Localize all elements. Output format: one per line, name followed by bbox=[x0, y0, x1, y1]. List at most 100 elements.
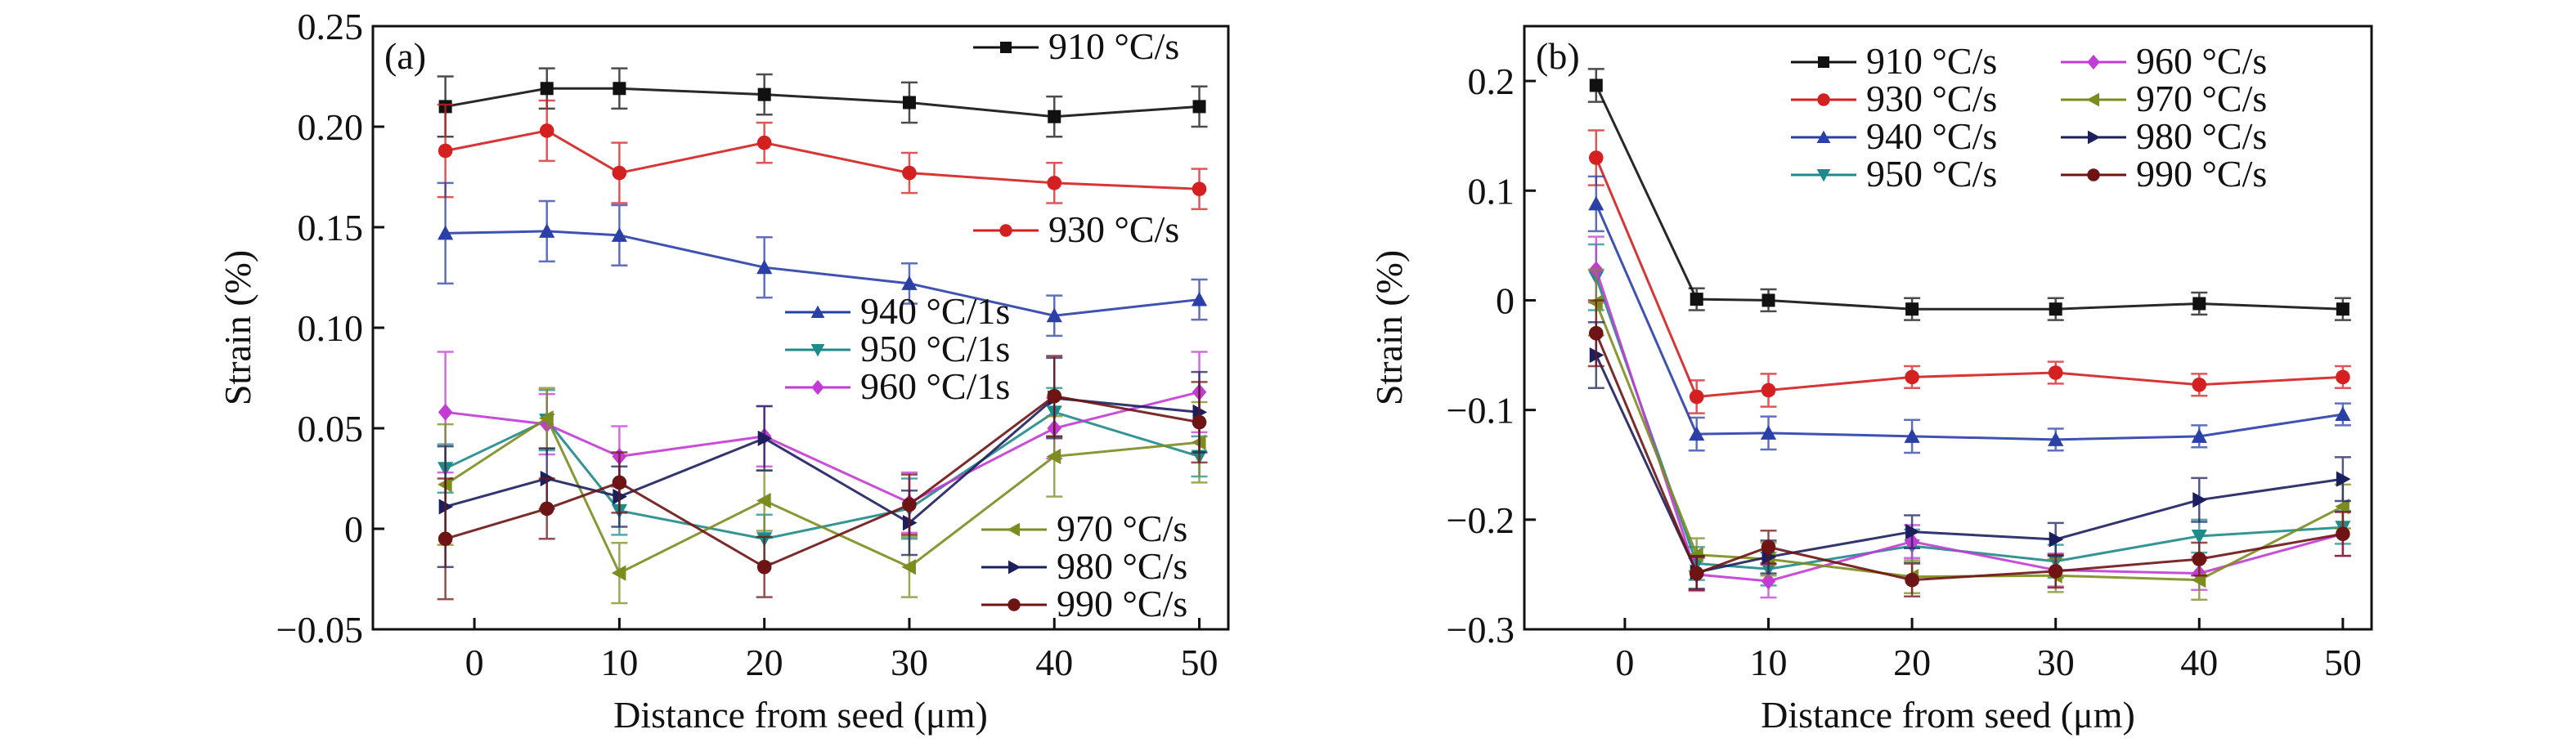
data-point bbox=[2192, 297, 2206, 311]
data-point bbox=[1588, 195, 1604, 211]
legend-marker bbox=[2087, 168, 2100, 181]
data-point bbox=[902, 497, 917, 512]
data-point bbox=[613, 82, 626, 96]
data-point bbox=[2048, 564, 2063, 579]
y-tick-label: 0.10 bbox=[298, 307, 364, 349]
legend-marker bbox=[1008, 560, 1021, 575]
legend-item: 930 °C/s bbox=[1791, 78, 1997, 119]
y-axis-label: Strain (%) bbox=[217, 250, 258, 405]
series-940 bbox=[437, 181, 1208, 338]
x-tick-label: 30 bbox=[891, 642, 928, 683]
data-point bbox=[1690, 293, 1703, 306]
legend-item: 960 °C/1s bbox=[785, 365, 1010, 407]
data-point bbox=[1048, 110, 1061, 123]
data-point bbox=[1046, 307, 1062, 323]
legend-marker bbox=[811, 379, 824, 396]
x-tick-label: 30 bbox=[2037, 642, 2075, 683]
data-point bbox=[1689, 547, 1703, 563]
x-tick-label: 50 bbox=[1181, 642, 1218, 683]
legend-item: 960 °C/s bbox=[2061, 40, 2267, 82]
legend-label: 950 °C/1s bbox=[860, 328, 1010, 369]
data-point bbox=[1588, 150, 1604, 165]
legend-label: 990 °C/s bbox=[1057, 583, 1187, 624]
data-point bbox=[1192, 414, 1207, 430]
y-tick-label: 0.20 bbox=[298, 106, 364, 148]
series-line bbox=[445, 87, 1200, 119]
legend-item: 970 °C/s bbox=[2061, 78, 2267, 119]
y-tick-label: −0.3 bbox=[1447, 609, 1515, 651]
legend-marker bbox=[810, 344, 825, 357]
data-point bbox=[438, 531, 453, 547]
data-point bbox=[1761, 293, 1775, 307]
data-point bbox=[1905, 523, 1920, 540]
data-point bbox=[540, 82, 554, 96]
data-point bbox=[1047, 176, 1062, 190]
data-point bbox=[1191, 291, 1208, 306]
legend-label: 940 °C/s bbox=[1866, 115, 1997, 157]
y-tick-label: 0.25 bbox=[298, 6, 364, 47]
data-point bbox=[2048, 365, 2063, 380]
legend-label: 940 °C/1s bbox=[860, 290, 1010, 332]
series-910 bbox=[1587, 68, 2351, 321]
legend-item: 910 °C/s bbox=[1791, 40, 1997, 82]
x-tick-label: 0 bbox=[465, 642, 484, 683]
data-point bbox=[902, 165, 917, 181]
series-line bbox=[1595, 302, 2344, 582]
data-point bbox=[2336, 302, 2349, 316]
legend-label: 950 °C/s bbox=[1866, 153, 1997, 195]
chart-panel-b: −0.3 −0.2 −0.1 0 0.1 0.2 0 10 20 30 40 50 Distance f… bbox=[1368, 25, 2373, 736]
legend-item: 980 °C/s bbox=[981, 545, 1187, 587]
data-point bbox=[2335, 499, 2349, 515]
x-tick-label: 10 bbox=[1750, 642, 1788, 683]
data-point bbox=[901, 275, 918, 290]
legend-label: 910 °C/s bbox=[1048, 25, 1179, 67]
data-point bbox=[611, 565, 626, 581]
series-line bbox=[1595, 276, 2343, 570]
y-tick-label: 0.15 bbox=[298, 207, 364, 248]
data-point bbox=[757, 430, 773, 446]
legend-marker bbox=[1008, 598, 1021, 611]
series-990 bbox=[437, 355, 1208, 601]
data-point bbox=[1760, 425, 1777, 440]
y-tick-label: −0.1 bbox=[1447, 390, 1515, 432]
data-point bbox=[539, 501, 554, 517]
data-point bbox=[1192, 100, 1206, 114]
legend-label: 960 °C/1s bbox=[860, 365, 1010, 407]
series-line bbox=[1595, 333, 2344, 582]
series-line bbox=[1595, 354, 2344, 574]
legend-label: 930 °C/s bbox=[1048, 208, 1179, 250]
data-point bbox=[1905, 302, 1919, 316]
data-point bbox=[539, 223, 555, 238]
data-point bbox=[1192, 181, 1207, 197]
x-tick-label: 20 bbox=[1893, 642, 1931, 683]
legend-label: 970 °C/s bbox=[2136, 78, 2267, 119]
legend-item: 980 °C/s bbox=[2061, 115, 2267, 157]
data-point bbox=[2192, 552, 2207, 566]
legend-label: 970 °C/s bbox=[1057, 508, 1187, 549]
data-point bbox=[612, 165, 627, 181]
legend-item: 950 °C/s bbox=[1791, 153, 1997, 195]
series-line bbox=[1595, 203, 2344, 441]
data-point bbox=[1589, 78, 1603, 92]
x-axis-label: Distance from seed (μm) bbox=[613, 694, 988, 736]
data-point bbox=[1905, 369, 1919, 385]
data-point bbox=[2049, 531, 2064, 548]
data-point bbox=[2336, 526, 2350, 542]
series-line bbox=[445, 129, 1200, 190]
data-point bbox=[2192, 377, 2207, 392]
data-point bbox=[1761, 539, 1776, 555]
data-point bbox=[901, 559, 916, 575]
data-point bbox=[1761, 572, 1776, 590]
y-axis-label: Strain (%) bbox=[1368, 250, 1410, 405]
data-point bbox=[2191, 428, 2207, 443]
data-point bbox=[2048, 432, 2064, 446]
legend-item: 910 °C/s bbox=[973, 25, 1179, 67]
legend-marker bbox=[1818, 56, 1829, 68]
legend-item: 940 °C/1s bbox=[785, 290, 1010, 332]
legend-marker bbox=[1000, 42, 1012, 53]
x-axis-label: Distance from seed (μm) bbox=[1761, 694, 2135, 736]
data-point bbox=[2335, 406, 2351, 422]
y-tick-label: 0.05 bbox=[298, 408, 364, 450]
data-point bbox=[611, 227, 627, 242]
